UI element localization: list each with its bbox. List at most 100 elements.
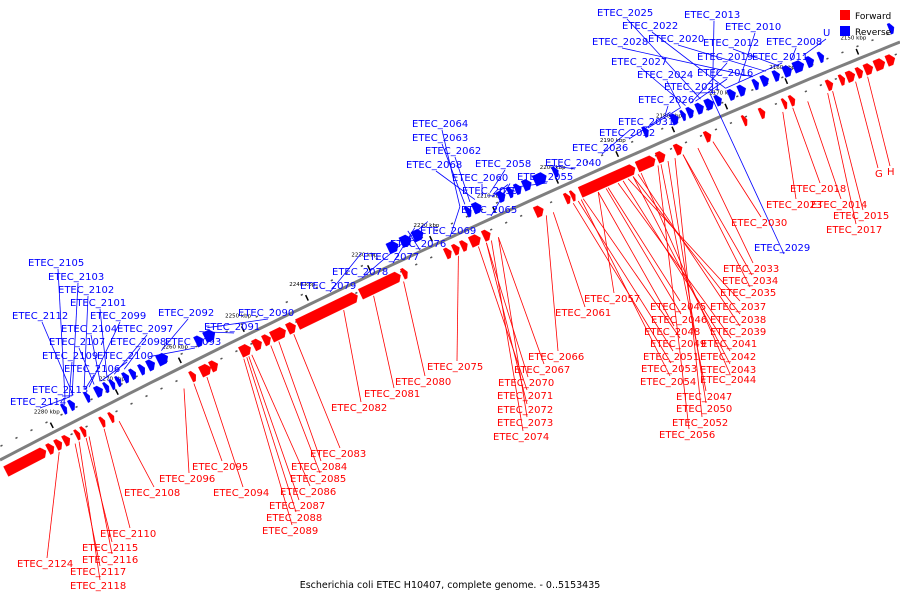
gene-label: ETEC_2105 [28, 258, 84, 269]
leader-line [657, 165, 690, 430]
leader-line [490, 183, 511, 217]
gene-label: ETEC_2044 [700, 375, 756, 386]
leader-line [577, 200, 674, 352]
minor-tick [600, 154, 604, 157]
gene-label: ETEC_2012 [703, 38, 759, 49]
gene-label: ETEC_2063 [412, 133, 468, 144]
leader-line [123, 347, 141, 370]
gene-label: ETEC_2018 [790, 184, 846, 195]
reverse-gene [679, 109, 686, 122]
leader-line [792, 107, 821, 184]
gene-label: ETEC_2051 [643, 352, 699, 363]
gene-label: ETEC_2047 [676, 392, 732, 403]
major-tick [304, 294, 309, 301]
reverse-gene [713, 94, 722, 107]
leader-line [207, 318, 269, 329]
leader-line [373, 295, 395, 389]
strand-legend: Forward Reverse [840, 10, 892, 38]
minor-tick [30, 428, 33, 432]
leader-line [83, 295, 89, 390]
major-tick [367, 265, 371, 272]
gene-label: ETEC_2034 [722, 276, 778, 287]
gene-label: ETEC_2114 [10, 397, 66, 408]
forward-gene [98, 416, 106, 428]
gene-label: ETEC_2086 [280, 487, 336, 498]
leader-line [782, 111, 797, 200]
leader-line [84, 374, 95, 390]
leader-line [666, 80, 681, 108]
gene-label: ETEC_2033 [723, 264, 779, 275]
leader-line [100, 361, 128, 382]
gene-label: ETEC_2055 [517, 172, 573, 183]
leader-line [597, 191, 615, 294]
leader-line [867, 76, 891, 167]
forward-gene [73, 429, 81, 441]
leader-line [667, 161, 707, 404]
reverse-gene [791, 60, 805, 74]
gene-label: ETEC_2083 [310, 449, 366, 460]
minor-tick [669, 147, 673, 151]
gene-label: ETEC_2110 [100, 529, 156, 540]
leader-line [449, 206, 461, 238]
minor-tick [774, 102, 778, 106]
leader-line [149, 347, 196, 358]
forward-gene [532, 205, 544, 218]
gene-label: ETEC_2092 [158, 308, 214, 319]
gene-label: U [823, 28, 830, 39]
minor-tick [75, 405, 78, 409]
minor-tick [751, 88, 754, 92]
leader-line [41, 321, 74, 396]
gene-label: ETEC_2098 [110, 337, 166, 348]
reverse-gene [155, 352, 169, 367]
scale-label: 2150 kbp [840, 36, 866, 42]
leader-line [206, 376, 244, 488]
leader-line [690, 62, 728, 104]
leader-line [725, 62, 783, 89]
leader-line [651, 31, 726, 89]
reverse-gene [145, 359, 156, 372]
gene-label: ETEC_2106 [64, 364, 120, 375]
gene-label: ETEC_2020 [648, 34, 704, 45]
gene-label: ETEC_2118 [70, 581, 126, 592]
minor-tick [15, 436, 18, 440]
leader-line [251, 354, 311, 487]
gene-label: ETEC_2014 [811, 200, 867, 211]
minor-tick [175, 379, 178, 383]
minor-tick [240, 322, 244, 326]
leader-line [99, 308, 108, 378]
minor-tick [195, 345, 198, 348]
leader-line [622, 180, 731, 352]
leader-line [246, 357, 297, 513]
gene-label: ETEC_2010 [725, 22, 781, 33]
leader-line [392, 227, 416, 264]
forward-gene [844, 70, 856, 83]
gene-label: ETEC_2064 [412, 119, 468, 130]
forward-gene [442, 247, 452, 260]
leader-line [807, 101, 842, 200]
gene-label: ETEC_2026 [638, 95, 694, 106]
minor-tick [781, 76, 784, 79]
minor-tick [660, 127, 664, 130]
minor-tick [285, 300, 289, 304]
gene-label: ETEC_2038 [710, 315, 766, 326]
minor-tick [465, 215, 469, 218]
forward-gene [467, 234, 481, 248]
reverse-gene [804, 56, 815, 69]
gene-label: ETEC_2027 [611, 57, 667, 68]
gene-label: ETEC_2085 [290, 474, 346, 485]
forward-gene [577, 164, 636, 198]
leader-line [343, 310, 362, 403]
reverse-gene [641, 126, 649, 138]
forward-gene [450, 243, 460, 256]
leader-line [682, 154, 753, 276]
gene-label: ETEC_2088 [266, 513, 322, 524]
scale-label: 2190 kbp [600, 138, 626, 144]
leader-line [118, 421, 155, 488]
leader-line [78, 441, 101, 581]
leader-line [621, 47, 753, 78]
gene-label: ETEC_2091 [204, 322, 260, 333]
minor-tick [345, 271, 349, 275]
leader-line [456, 255, 459, 362]
reverse-gene [102, 381, 110, 394]
